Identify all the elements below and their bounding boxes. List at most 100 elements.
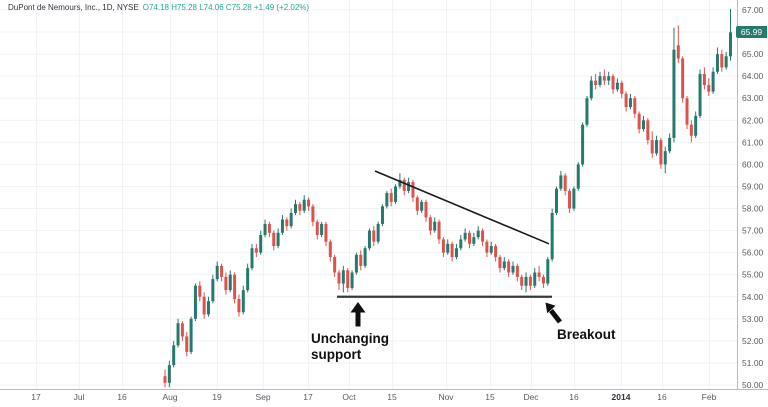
time-axis-label: Oct: [342, 392, 356, 402]
candle: [563, 173, 567, 196]
candle: [263, 219, 267, 238]
price-scale[interactable]: 67.0066.0065.0064.0063.0062.0061.0060.00…: [742, 5, 764, 390]
candle: [328, 239, 332, 262]
candle: [572, 186, 576, 211]
candle: [163, 369, 167, 388]
candle: [689, 120, 693, 143]
candle: [655, 135, 659, 156]
support-annotation-line1: Unchanging: [311, 331, 389, 346]
candle: [481, 228, 485, 247]
price-axis-label: 65.00: [742, 49, 764, 59]
candle: [533, 268, 537, 288]
candle: [585, 96, 589, 127]
price-axis-label: 62.00: [742, 115, 764, 125]
candle: [650, 131, 654, 158]
time-axis-label: 16: [117, 392, 127, 402]
candle: [637, 111, 641, 134]
time-axis-label: Nov: [438, 392, 454, 402]
candle: [528, 274, 532, 291]
candle: [507, 259, 511, 277]
candle: [289, 208, 293, 229]
candle: [307, 197, 311, 211]
candle: [646, 118, 650, 145]
candle: [237, 294, 241, 317]
candle: [402, 177, 406, 196]
price-axis-label: 58.00: [742, 204, 764, 214]
candle: [454, 243, 458, 260]
candle: [241, 285, 245, 315]
candle: [298, 201, 302, 216]
symbol-title: DuPont de Nemours, Inc., 1D, NYSE: [8, 3, 139, 12]
candle: [411, 179, 415, 202]
candle: [280, 215, 284, 235]
candle: [250, 243, 254, 271]
candle: [437, 219, 441, 244]
candle: [276, 228, 280, 249]
descending-trendline[interactable]: [374, 170, 550, 245]
candle: [541, 274, 545, 288]
candle: [324, 221, 328, 247]
price-axis-label: 59.00: [742, 181, 764, 191]
time-axis-label: Dec: [523, 392, 539, 402]
candle: [489, 241, 493, 255]
support-annotation-line2: support: [311, 346, 362, 362]
drawings-layer[interactable]: [337, 170, 552, 298]
price-axis-label: 57.00: [742, 226, 764, 236]
price-axis-label: 53.00: [742, 314, 764, 324]
candle: [659, 137, 663, 169]
chart-legend: DuPont de Nemours, Inc., 1D, NYSE O74.18 …: [8, 3, 309, 12]
candle: [729, 8, 732, 61]
candle: [341, 265, 345, 293]
candle: [233, 272, 237, 304]
candle: [707, 78, 711, 97]
candle: [167, 360, 171, 388]
candle: [433, 217, 437, 233]
candle: [581, 122, 585, 167]
price-axis-label: 51.00: [742, 358, 764, 368]
candle: [524, 272, 528, 293]
candle: [246, 263, 250, 293]
candle: [185, 332, 189, 357]
candle: [624, 91, 628, 112]
price-axis-label: 56.00: [742, 248, 764, 258]
candle: [372, 226, 376, 247]
time-axis-label: 19: [212, 392, 222, 402]
time-axis-label: Jul: [74, 392, 85, 402]
candle: [555, 186, 558, 216]
candle: [337, 270, 341, 291]
candle: [468, 230, 471, 249]
candle: [320, 221, 324, 238]
candle: [202, 292, 206, 319]
candle: [476, 226, 480, 240]
candle: [537, 265, 541, 282]
candle: [472, 232, 476, 247]
price-axis-label: 60.00: [742, 159, 764, 169]
candle: [607, 71, 611, 85]
candle: [193, 283, 197, 322]
candle: [676, 25, 680, 63]
candle: [441, 237, 445, 258]
candle: [424, 199, 428, 222]
time-scale[interactable]: 17 Jul 16 Aug 19 Sep 17 Oct 15 Nov 15 Dec 16 2014 16 Fe…: [31, 392, 716, 402]
candle: [711, 67, 715, 94]
candle: [698, 69, 702, 119]
candle: [254, 243, 258, 258]
up-arrow-icon: [350, 302, 366, 327]
candle: [702, 67, 706, 90]
candle: [259, 230, 263, 255]
candle: [376, 221, 380, 244]
time-axis-label: 17: [31, 392, 41, 402]
candle: [207, 296, 210, 317]
candle: [272, 230, 276, 251]
candle: [354, 252, 358, 275]
candle: [720, 49, 724, 72]
candle: [498, 254, 502, 273]
axis-borders: [0, 0, 768, 390]
candle: [381, 204, 384, 227]
candle: [611, 73, 615, 94]
candle: [294, 199, 297, 216]
candle: [267, 221, 271, 238]
candle: [176, 318, 180, 348]
candle: [515, 263, 519, 282]
